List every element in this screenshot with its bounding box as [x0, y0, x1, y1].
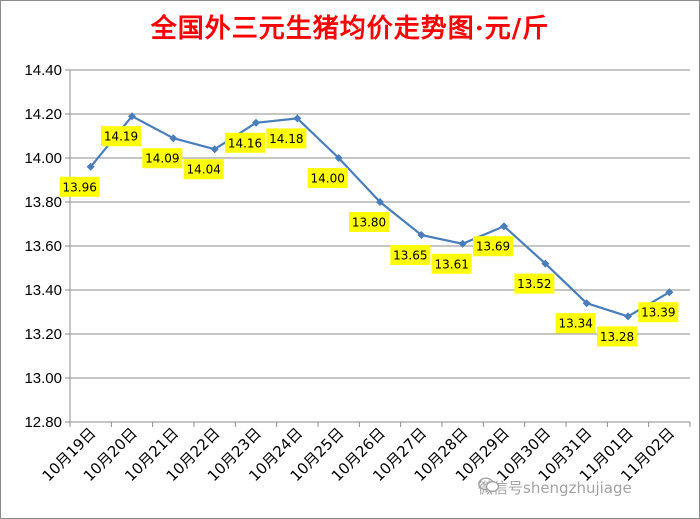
data-point [252, 118, 260, 127]
data-label-bg [473, 236, 513, 257]
data-label-bg [59, 176, 100, 197]
watermark: 微信号shengzhujiage [478, 477, 632, 498]
data-label-bg [390, 245, 431, 265]
data-label: 14.19 [101, 126, 141, 147]
data-point [293, 114, 302, 123]
data-point [541, 259, 550, 268]
data-label-bg [638, 302, 679, 323]
data-point [624, 312, 632, 321]
y-axis-ticks: 12.80 13.00 13.20 13.40 13.60 13.80 14.00 14.20… [24, 62, 62, 431]
data-point [128, 112, 136, 121]
data-point [665, 288, 674, 297]
y-tick-label: 13.20 [24, 326, 62, 343]
data-label: 13.52 [514, 273, 555, 294]
data-label-text: 14.19 [104, 130, 138, 144]
data-label-text: 13.80 [352, 216, 386, 230]
data-label-text: 13.61 [434, 257, 468, 271]
data-label: 13.61 [431, 253, 472, 274]
data-point [86, 162, 95, 171]
data-label-bg [142, 148, 183, 169]
wechat-icon [478, 477, 500, 493]
y-tick-label: 14.00 [24, 150, 62, 167]
axes [65, 69, 691, 427]
data-label-bg [349, 212, 389, 232]
data-point [458, 239, 467, 248]
data-point [417, 231, 426, 239]
data-label: 14.18 [266, 128, 307, 149]
data-label-text: 13.96 [62, 180, 96, 194]
data-point [500, 222, 508, 231]
data-label-text: 13.65 [393, 249, 427, 263]
data-label: 13.65 [390, 245, 431, 265]
data-label-text: 13.39 [641, 306, 675, 320]
y-tick-label: 14.40 [24, 62, 62, 79]
data-label-text: 14.16 [228, 136, 262, 150]
data-label-bg [307, 168, 348, 188]
data-label: 13.96 [59, 176, 100, 197]
data-label: 14.04 [183, 159, 224, 180]
data-label: 14.09 [142, 148, 183, 169]
x-axis-ticks: 10月19日10月20日10月21日10月22日10月23日10月24日10月2… [39, 424, 679, 485]
data-point [169, 134, 178, 143]
data-point [376, 198, 384, 206]
data-label-bg [597, 326, 637, 347]
data-labels: 13.96 14.19 14.09 14.04 14.16 14.18 14.00 13.80… [59, 126, 679, 347]
chart-title: 全国外三元生猪均价走势图·元/斤 [150, 14, 550, 44]
y-tick-label: 13.00 [24, 370, 62, 387]
data-label: 14.16 [225, 132, 265, 153]
data-label-text: 13.28 [600, 330, 634, 344]
data-label-bg [514, 273, 555, 294]
data-label-bg [266, 128, 307, 149]
data-label-text: 14.04 [186, 163, 220, 177]
data-label-text: 13.34 [558, 317, 592, 331]
data-point [210, 145, 219, 154]
data-label-text: 13.52 [517, 277, 551, 291]
y-tick-label: 13.80 [24, 194, 62, 211]
data-label-text: 14.00 [310, 172, 344, 186]
data-label: 14.00 [307, 168, 348, 188]
y-tick-label: 14.20 [24, 106, 62, 123]
data-label: 13.28 [597, 326, 637, 347]
data-label-bg [183, 159, 224, 180]
data-label: 13.39 [638, 302, 679, 323]
watermark-text: 微信号shengzhujiage [478, 479, 632, 497]
data-label-text: 13.69 [476, 240, 510, 254]
data-label-bg [431, 253, 472, 274]
y-tick-label: 13.40 [24, 282, 62, 299]
y-tick-label: 12.80 [24, 414, 62, 431]
data-label-bg [555, 313, 596, 334]
data-label-text: 14.09 [145, 152, 179, 166]
data-point [582, 299, 591, 308]
data-label: 13.34 [555, 313, 596, 334]
data-label-bg [225, 132, 265, 153]
y-tick-label: 13.60 [24, 238, 62, 255]
data-label: 13.69 [473, 236, 513, 257]
data-label: 13.80 [349, 212, 389, 232]
data-points [86, 112, 674, 321]
data-point [334, 154, 343, 162]
data-label-text: 14.18 [269, 132, 303, 146]
data-label-bg [101, 126, 141, 147]
